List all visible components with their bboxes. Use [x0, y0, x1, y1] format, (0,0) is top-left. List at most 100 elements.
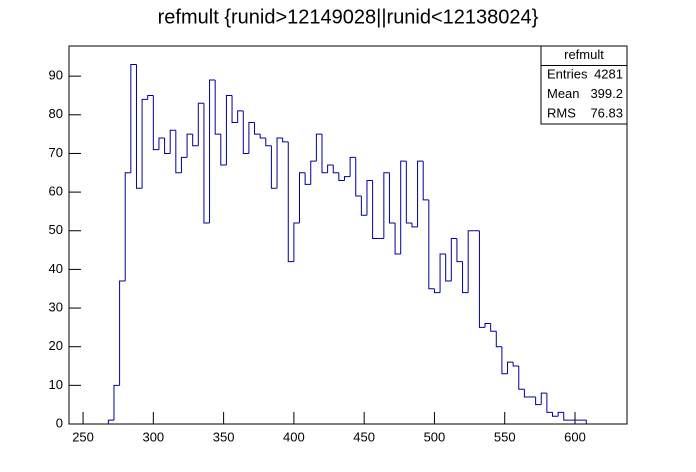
- stats-value: 4281: [594, 67, 623, 82]
- histogram-bin: [535, 396, 542, 406]
- histogram-bin: [124, 172, 131, 281]
- y-tick-label: 0: [56, 415, 63, 430]
- x-tick-label: 600: [564, 429, 586, 444]
- histogram-bin: [293, 222, 300, 262]
- histogram-bin: [523, 389, 531, 398]
- histogram-bin: [254, 122, 261, 135]
- stats-value: 399.2: [590, 86, 623, 101]
- stats-title: refmult: [564, 47, 604, 62]
- plot-frame: [68, 45, 628, 425]
- histogram-bin: [152, 95, 159, 151]
- histogram-bin: [276, 137, 283, 189]
- histogram-bin: [321, 134, 328, 174]
- histogram-bin: [242, 110, 249, 154]
- histogram-bin: [203, 103, 210, 224]
- histogram-bin: [310, 160, 317, 185]
- histogram-bin: [518, 366, 525, 390]
- histogram-bin: [130, 64, 137, 173]
- x-tick-label: 250: [72, 429, 94, 444]
- x-tick-label: 400: [283, 429, 305, 444]
- histogram-bin: [231, 95, 238, 124]
- x-tick-label: 300: [142, 429, 164, 444]
- histogram-bin: [141, 98, 148, 189]
- y-tick-label: 20: [49, 338, 63, 353]
- histogram-bin: [282, 137, 289, 143]
- histogram-bin: [383, 172, 390, 239]
- histogram-bin: [394, 223, 401, 255]
- histogram-bin: [495, 331, 502, 348]
- histogram-bin: [304, 172, 311, 185]
- histogram-bin: [540, 392, 547, 405]
- y-tick-label: 40: [49, 261, 63, 276]
- histogram-bin: [462, 261, 469, 294]
- histogram-bin: [220, 134, 227, 166]
- histogram-bin: [557, 411, 564, 417]
- histogram-bin: [119, 280, 126, 386]
- histogram-bin: [287, 141, 294, 263]
- histogram-bin: [405, 161, 412, 224]
- histogram-bin: [372, 180, 379, 239]
- x-tick-label: 350: [213, 429, 235, 444]
- stats-label: Entries: [547, 67, 588, 82]
- histogram-bin: [214, 80, 221, 135]
- y-tick-label: 70: [49, 145, 63, 160]
- histogram-bin: [422, 161, 429, 201]
- histogram-bin: [445, 253, 452, 282]
- histogram-bin: [580, 419, 587, 424]
- histogram-bin: [180, 156, 188, 173]
- y-tick-label: 30: [49, 299, 63, 314]
- stats-label: Mean: [547, 86, 580, 101]
- histogram-bin: [113, 384, 120, 421]
- histogram-bin: [248, 122, 255, 154]
- histogram-bin: [512, 362, 519, 367]
- histogram-bin: [417, 160, 424, 227]
- histogram-bin: [490, 323, 497, 332]
- histogram-bin: [400, 160, 407, 254]
- histogram-bin: [433, 288, 441, 294]
- histogram-bin: [158, 137, 165, 150]
- histogram-bin: [484, 323, 491, 328]
- histogram-bin: [563, 412, 570, 421]
- histogram-bin: [237, 110, 244, 123]
- histogram-bin: [349, 156, 356, 177]
- histogram-bin: [360, 195, 367, 216]
- histogram-bin: [169, 129, 176, 154]
- histogram-bin: [315, 133, 322, 162]
- histogram-bin: [225, 94, 233, 166]
- histogram-bin: [467, 230, 474, 293]
- histogram-bin: [343, 176, 351, 181]
- histogram-bin: [164, 137, 171, 154]
- histogram-bin: [175, 130, 182, 174]
- histogram-bin: [456, 238, 463, 263]
- histogram-bin: [411, 223, 418, 228]
- y-tick-label: 60: [49, 184, 63, 199]
- x-tick-label: 450: [353, 429, 375, 444]
- histogram-bin: [546, 393, 553, 413]
- histogram-bin: [355, 157, 362, 197]
- chart-title: refmult {runid>12149028||runid<12138024}: [158, 6, 539, 28]
- histogram-bin: [478, 230, 486, 328]
- x-tick-label: 500: [424, 429, 446, 444]
- histogram-bin: [192, 134, 199, 147]
- stats-label: RMS: [547, 106, 576, 121]
- stats-box: [540, 45, 628, 125]
- histogram-bin: [135, 64, 143, 189]
- histogram-bin: [332, 165, 339, 174]
- stats-value: 76.83: [590, 106, 623, 121]
- y-tick-label: 80: [49, 106, 63, 121]
- histogram-bin: [147, 94, 154, 100]
- histogram-bin: [259, 134, 266, 139]
- x-tick-label: 550: [494, 429, 516, 444]
- y-tick-label: 10: [49, 377, 63, 392]
- histogram-bin: [197, 102, 204, 146]
- histogram-bin: [450, 237, 457, 281]
- histogram-bin: [270, 145, 278, 189]
- y-tick-label: 50: [49, 222, 63, 237]
- histogram-bin: [107, 419, 114, 424]
- histogram-bin: [428, 199, 435, 290]
- histogram-bin: [501, 346, 508, 375]
- histogram-bin: [552, 412, 559, 417]
- histogram-bin: [366, 180, 373, 216]
